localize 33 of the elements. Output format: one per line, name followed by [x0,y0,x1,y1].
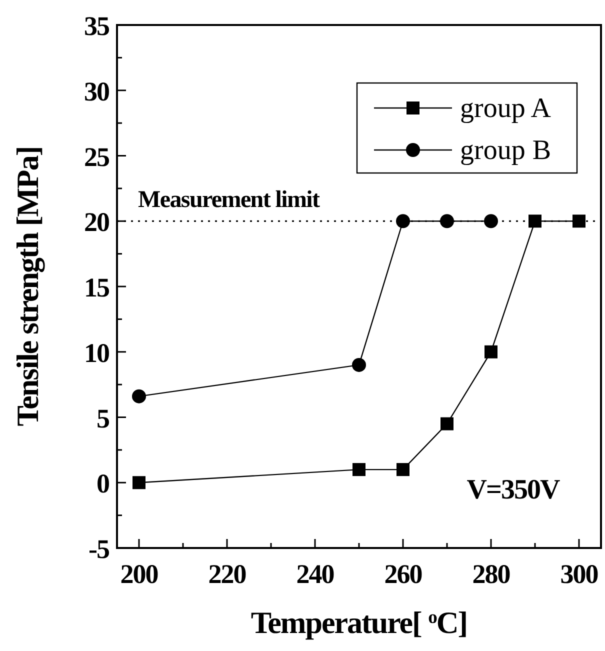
point [132,476,146,490]
point [440,417,454,430]
legend-label: group A [460,93,552,124]
x-tick-label: 200 [120,559,158,589]
y-tick-label: 35 [84,11,110,41]
x-tick-label: 260 [384,559,422,589]
x-tick-label: 240 [296,559,334,589]
point [396,214,410,228]
point [484,345,498,358]
y-tick-label: 30 [84,76,110,106]
y-tick-label: 5 [96,403,110,434]
annotation: V=350V [466,474,560,506]
y-axis-title: Tensile strength [MPa] [10,146,45,426]
y-tick-label: 0 [96,468,110,499]
y-tick-label: 15 [84,272,110,302]
point [132,389,146,404]
point [352,463,366,476]
y-tick-label: 10 [84,338,110,368]
point [572,214,586,228]
x-tick-label: 220 [208,559,246,589]
point [484,214,498,228]
x-axis-title: Temperature[ $^{o}$C] [250,605,468,640]
y-tick-label: 20 [84,207,110,238]
point [396,463,410,476]
x-tick-label: 280 [472,559,510,589]
ref-line-label: Measurement limit [138,187,320,214]
point [352,358,366,372]
point [528,214,542,228]
legend-label: group B [460,135,551,166]
point [440,214,454,228]
x-tick-label: 300 [560,559,598,589]
y-tick-label: 25 [84,142,110,172]
y-tick-label: -5 [88,534,110,564]
